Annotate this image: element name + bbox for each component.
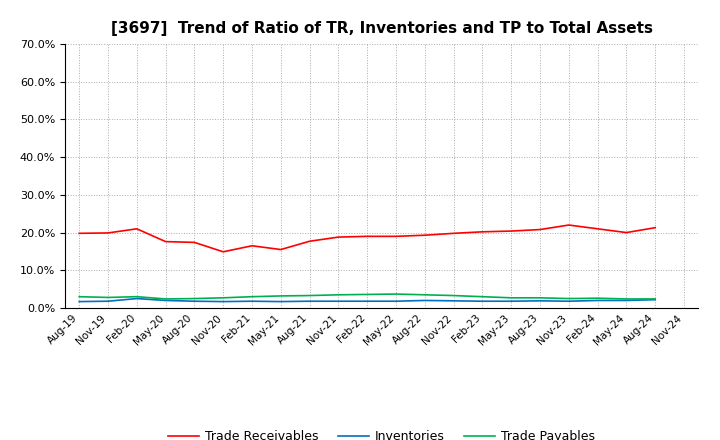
Trade Payables	[622, 296, 631, 301]
Trade Receivables	[161, 239, 170, 244]
Inventories	[75, 299, 84, 304]
Trade Receivables	[104, 230, 112, 235]
Inventories	[305, 299, 314, 304]
Trade Receivables	[478, 229, 487, 235]
Trade Payables	[334, 292, 343, 297]
Legend: Trade Receivables, Inventories, Trade Payables: Trade Receivables, Inventories, Trade Pa…	[163, 425, 600, 440]
Trade Receivables	[651, 225, 660, 230]
Trade Payables	[478, 294, 487, 299]
Inventories	[248, 299, 256, 304]
Trade Payables	[651, 296, 660, 301]
Trade Receivables	[248, 243, 256, 249]
Trade Payables	[190, 296, 199, 301]
Trade Payables	[593, 296, 602, 301]
Inventories	[276, 299, 285, 304]
Trade Payables	[507, 295, 516, 301]
Inventories	[536, 298, 544, 304]
Trade Receivables	[75, 231, 84, 236]
Trade Payables	[536, 295, 544, 301]
Trade Payables	[276, 293, 285, 299]
Inventories	[449, 298, 458, 304]
Trade Receivables	[536, 227, 544, 232]
Inventories	[363, 299, 372, 304]
Inventories	[161, 298, 170, 303]
Trade Payables	[161, 296, 170, 301]
Trade Receivables	[334, 235, 343, 240]
Trade Receivables	[507, 228, 516, 234]
Trade Payables	[420, 292, 429, 297]
Trade Receivables	[190, 240, 199, 245]
Trade Payables	[219, 295, 228, 301]
Inventories	[507, 299, 516, 304]
Inventories	[564, 299, 573, 304]
Trade Receivables	[219, 249, 228, 254]
Inventories	[651, 297, 660, 302]
Trade Payables	[363, 292, 372, 297]
Trade Payables	[132, 294, 141, 299]
Inventories	[132, 296, 141, 301]
Line: Trade Payables: Trade Payables	[79, 294, 655, 299]
Trade Receivables	[363, 234, 372, 239]
Trade Receivables	[132, 226, 141, 231]
Trade Receivables	[305, 238, 314, 244]
Inventories	[593, 298, 602, 303]
Trade Receivables	[276, 247, 285, 252]
Trade Receivables	[622, 230, 631, 235]
Line: Inventories: Inventories	[79, 299, 655, 301]
Inventories	[219, 299, 228, 304]
Trade Payables	[564, 296, 573, 301]
Trade Receivables	[392, 234, 400, 239]
Trade Receivables	[420, 233, 429, 238]
Inventories	[334, 299, 343, 304]
Title: [3697]  Trend of Ratio of TR, Inventories and TP to Total Assets: [3697] Trend of Ratio of TR, Inventories…	[111, 21, 652, 36]
Trade Payables	[305, 293, 314, 298]
Trade Payables	[104, 295, 112, 300]
Inventories	[622, 298, 631, 303]
Trade Payables	[392, 291, 400, 297]
Trade Receivables	[449, 231, 458, 236]
Trade Payables	[75, 294, 84, 299]
Inventories	[104, 299, 112, 304]
Inventories	[478, 299, 487, 304]
Line: Trade Receivables: Trade Receivables	[79, 225, 655, 252]
Trade Receivables	[593, 226, 602, 231]
Trade Receivables	[564, 222, 573, 227]
Trade Payables	[449, 293, 458, 298]
Inventories	[190, 299, 199, 304]
Trade Payables	[248, 294, 256, 299]
Inventories	[392, 299, 400, 304]
Inventories	[420, 298, 429, 303]
